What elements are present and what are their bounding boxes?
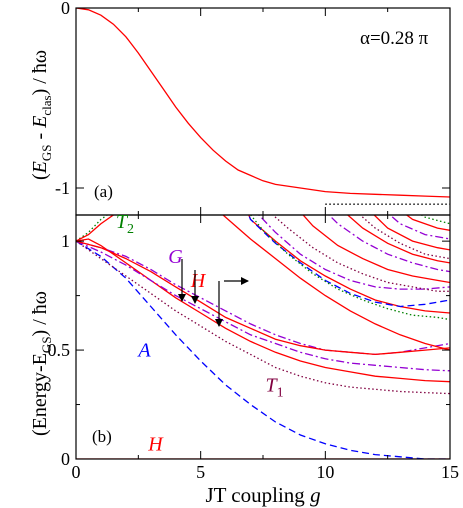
panel-a-ticks: 0 -1 [55,0,451,215]
state-label-3: A [136,340,151,362]
panel-b-xtick-label-0: 0 [72,462,81,482]
panel-b-series-21 [405,215,450,231]
panel-b-series-2 [76,238,450,383]
panel-b-series-14 [271,215,450,292]
panel-b-series-9 [222,215,450,351]
panel-b-xtick-label-3: 15 [441,462,459,482]
ylabel-minus: - [29,128,51,145]
panel-b-series-8 [76,215,115,242]
panel-b-series-19 [373,215,450,251]
ylabel-sub2: clas [39,95,54,115]
state-label-4: T1 [265,374,283,400]
xlabel-var: g [310,483,321,507]
ylabel-b-tail: ) / ħω [29,291,51,336]
ylabel-sub1: GS [39,144,54,161]
ylabel-close: ) / ħω [29,50,51,95]
panel-b-ytick-label-2: 1 [61,231,70,251]
alpha-annotation: α=0.28 π [360,28,429,49]
panel-b-series-10 [248,215,450,314]
panel-b-series-12 [249,215,450,321]
panel-b-series-3 [76,240,450,395]
panel-b-ytick-label-1: 0.5 [48,340,71,360]
panel-b-xlabel: JT coupling g [205,483,320,507]
xlabel-main: JT coupling [205,483,310,507]
panel-a-series [76,8,450,205]
ylabel-e1: E [29,161,51,174]
panel-b-series-16 [328,215,450,273]
panel-a: 0-1 (a) α=0.28 π (EGS - Eclas) / ħω [29,0,451,216]
ylabel-open: ( [29,173,51,180]
panel-b-series-1 [76,240,450,459]
panel-b-ticks: 00.510 5 10 15 [48,215,459,482]
panel-b-series-18 [359,215,450,260]
panel-b-series-22 [420,215,450,225]
panel-b-series-13 [257,215,450,290]
panel-b-xtick-label-1: 5 [196,462,205,482]
state-label-1: G [168,246,183,268]
state-label-2: H [190,270,207,292]
panel-b-series-15 [302,215,450,284]
panel-b-series-23 [446,215,450,216]
ylabel-b-main: (Energy-E [29,353,51,436]
panel-b-series-7 [76,215,109,242]
panel-a-ytick-label-1: -1 [55,178,70,198]
ylabel-e2: E [29,116,51,129]
panel-b-series-20 [389,215,450,240]
panel-b-series-6 [76,240,450,356]
panel-a-ylabel: (EGS - Eclas) / ħω [29,50,54,180]
panel-b-label: (b) [92,427,112,446]
panel-a-ytick-label-0: 0 [61,0,70,18]
panel-b-frame [75,214,451,460]
panel-b-series-17 [346,215,450,264]
panel-a-series-0 [76,8,450,198]
panel-b-ytick-label-0: 0 [61,449,70,469]
panel-b-ylabel: (Energy-EGS) / ħω [29,291,54,436]
panel-b-series [76,215,450,459]
state-label-5: H [147,433,164,455]
panel-b-series-11 [248,215,450,308]
panel-b-series-5 [76,240,450,356]
panel-b-xtick-label-2: 10 [316,462,334,482]
state-label-0: T2 [116,211,134,237]
panel-a-label: (a) [94,182,113,201]
panel-b-series-4 [76,240,450,372]
ylabel-b-sub: GS [39,336,54,353]
